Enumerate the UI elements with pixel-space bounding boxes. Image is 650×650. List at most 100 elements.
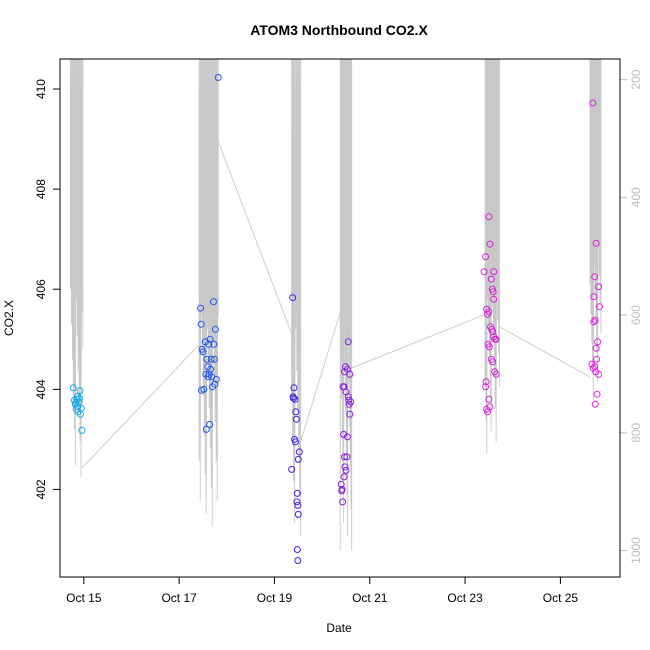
data-point bbox=[346, 370, 354, 378]
data-point bbox=[592, 344, 600, 352]
data-point bbox=[76, 394, 83, 402]
data-point bbox=[593, 355, 601, 363]
data-point bbox=[206, 335, 214, 343]
y2-tick-label: 800 bbox=[629, 422, 643, 442]
pressure-profile-line bbox=[339, 58, 353, 551]
data-point bbox=[288, 465, 296, 473]
data-point bbox=[69, 384, 77, 392]
data-point bbox=[341, 463, 349, 471]
data-point bbox=[486, 403, 494, 411]
data-point bbox=[344, 338, 352, 346]
data-point bbox=[294, 455, 302, 463]
pressure-profile-line bbox=[589, 58, 602, 401]
data-point bbox=[206, 420, 214, 428]
data-point bbox=[595, 283, 603, 291]
y-tick-label: 406 bbox=[34, 279, 48, 299]
pressure-profile-line bbox=[484, 58, 500, 454]
data-point bbox=[485, 395, 493, 403]
y-tick-label: 402 bbox=[34, 479, 48, 499]
data-point bbox=[293, 489, 301, 497]
data-point bbox=[294, 557, 302, 564]
data-point bbox=[207, 355, 215, 363]
pressure-transit-line bbox=[217, 141, 294, 339]
data-point bbox=[338, 485, 346, 493]
data-point bbox=[200, 385, 208, 393]
pressure-transit-line bbox=[81, 341, 203, 469]
data-point bbox=[592, 239, 600, 247]
data-point bbox=[210, 298, 217, 306]
pressure-profile-line bbox=[198, 58, 219, 528]
data-point bbox=[294, 501, 302, 509]
data-point bbox=[482, 253, 490, 261]
y-tick-label: 410 bbox=[34, 79, 48, 99]
data-point bbox=[485, 343, 493, 351]
data-point bbox=[294, 510, 302, 518]
axes: Oct 15 Oct 17 Oct 19 Oct 21 Oct 23 Oct 25 402 4… bbox=[34, 69, 643, 605]
x-axis-label: Date bbox=[326, 621, 352, 635]
x-tick-label: Oct 23 bbox=[447, 591, 483, 605]
data-point bbox=[593, 390, 601, 398]
plot-frame bbox=[59, 58, 621, 578]
data-point bbox=[78, 426, 86, 434]
data-point bbox=[291, 395, 299, 403]
data-point bbox=[591, 316, 599, 324]
data-point bbox=[595, 370, 603, 378]
data-point bbox=[292, 408, 300, 416]
pressure-transit-line bbox=[351, 313, 487, 369]
data-point bbox=[197, 320, 205, 328]
x-tick-label: Oct 21 bbox=[352, 591, 388, 605]
data-point bbox=[293, 546, 301, 553]
data-point bbox=[212, 375, 220, 383]
data-point bbox=[594, 338, 602, 346]
data-point bbox=[596, 303, 603, 311]
data-point bbox=[590, 293, 598, 301]
data-point bbox=[588, 360, 596, 368]
data-point bbox=[347, 398, 355, 406]
y-axis-label: CO2.X bbox=[2, 300, 16, 336]
y2-tick-label: 1000 bbox=[629, 537, 643, 564]
data-point bbox=[490, 295, 498, 303]
data-point bbox=[492, 335, 500, 343]
data-point bbox=[211, 325, 219, 333]
data-point bbox=[489, 288, 497, 296]
data-point bbox=[489, 358, 497, 366]
data-point bbox=[202, 425, 210, 433]
x-tick-label: Oct 17 bbox=[161, 591, 197, 605]
data-point bbox=[490, 268, 498, 276]
data-point bbox=[289, 294, 297, 302]
data-points bbox=[69, 74, 603, 564]
data-point bbox=[341, 453, 348, 461]
data-point bbox=[293, 498, 301, 506]
data-point bbox=[346, 410, 354, 418]
pressure-profile-line bbox=[70, 58, 84, 477]
data-point bbox=[489, 328, 497, 336]
data-point bbox=[343, 453, 351, 461]
data-point bbox=[340, 473, 348, 481]
data-point bbox=[199, 348, 207, 356]
data-point bbox=[485, 213, 493, 221]
pressure-transit-line bbox=[499, 326, 591, 378]
data-point bbox=[591, 400, 599, 408]
data-point bbox=[482, 378, 490, 386]
x-tick-label: Oct 15 bbox=[66, 591, 102, 605]
y2-tick-label: 200 bbox=[629, 69, 643, 89]
data-point bbox=[590, 318, 598, 326]
data-point bbox=[589, 99, 597, 107]
chart-title: ATOM3 Northbound CO2.X bbox=[250, 22, 428, 38]
y2-tick-label: 600 bbox=[629, 305, 643, 325]
data-point bbox=[342, 466, 350, 474]
y-tick-label: 408 bbox=[34, 179, 48, 199]
data-point bbox=[214, 74, 222, 81]
data-point bbox=[210, 355, 218, 363]
data-point bbox=[343, 433, 351, 441]
data-point bbox=[482, 383, 490, 391]
data-point bbox=[290, 384, 298, 392]
data-point bbox=[484, 310, 491, 318]
data-point bbox=[210, 340, 218, 348]
data-point bbox=[345, 396, 353, 404]
data-point bbox=[292, 415, 300, 423]
y-tick-label: 404 bbox=[34, 379, 48, 399]
x-tick-label: Oct 19 bbox=[257, 591, 293, 605]
pressure-profile-line bbox=[291, 58, 302, 537]
